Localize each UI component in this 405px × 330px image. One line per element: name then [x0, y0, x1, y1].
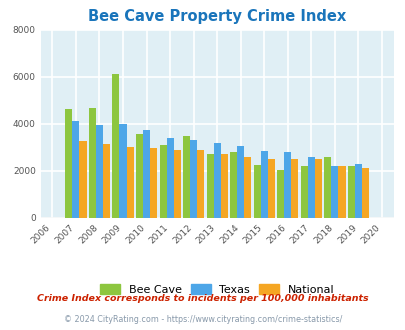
Bar [253, 165, 260, 218]
Bar [190, 140, 197, 218]
Bar [206, 154, 213, 218]
Bar [126, 147, 133, 218]
Bar [72, 121, 79, 218]
Bar [330, 166, 338, 218]
Bar [173, 149, 180, 218]
Bar [260, 151, 267, 218]
Bar [136, 134, 143, 218]
Bar [143, 130, 150, 218]
Bar [159, 145, 166, 218]
Bar [324, 157, 330, 218]
Bar [183, 136, 190, 218]
Bar [267, 159, 274, 218]
Bar [220, 154, 227, 218]
Bar [166, 138, 173, 218]
Bar [347, 166, 354, 218]
Bar [197, 150, 204, 218]
Bar [244, 157, 251, 218]
Bar [300, 166, 307, 218]
Bar [112, 74, 119, 218]
Bar [79, 141, 86, 218]
Bar [65, 109, 72, 218]
Bar [284, 152, 291, 218]
Bar [354, 164, 361, 218]
Bar [119, 124, 126, 218]
Bar [291, 159, 298, 218]
Bar [150, 148, 157, 218]
Bar [314, 159, 321, 218]
Bar [96, 125, 103, 218]
Bar [103, 144, 110, 218]
Bar [307, 157, 314, 218]
Bar [89, 109, 96, 218]
Bar [277, 170, 283, 218]
Text: © 2024 CityRating.com - https://www.cityrating.com/crime-statistics/: © 2024 CityRating.com - https://www.city… [64, 315, 341, 324]
Bar [230, 152, 237, 218]
Legend: Bee Cave, Texas, National: Bee Cave, Texas, National [95, 280, 338, 299]
Bar [213, 143, 220, 218]
Text: Crime Index corresponds to incidents per 100,000 inhabitants: Crime Index corresponds to incidents per… [37, 294, 368, 303]
Bar [237, 146, 244, 218]
Bar [361, 168, 368, 218]
Title: Bee Cave Property Crime Index: Bee Cave Property Crime Index [88, 9, 345, 24]
Bar [338, 166, 345, 218]
